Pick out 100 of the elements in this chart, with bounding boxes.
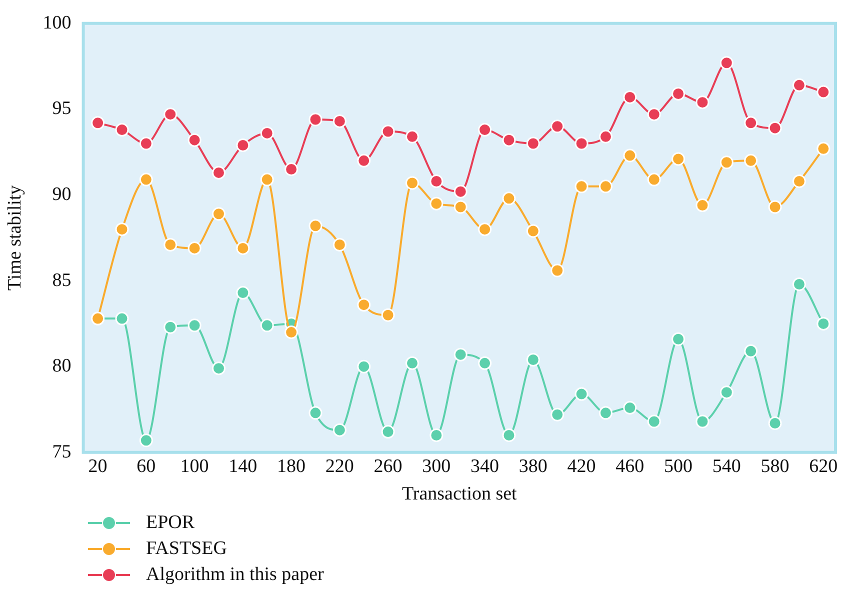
point — [816, 316, 830, 330]
point — [768, 121, 782, 135]
point — [284, 162, 298, 176]
y-tick-label: 100 — [42, 12, 72, 34]
x-tick-label: 460 — [616, 456, 644, 477]
x-tick-label: 220 — [325, 456, 354, 477]
point — [308, 219, 322, 233]
legend-label: EPOR — [146, 512, 195, 534]
point — [672, 152, 686, 166]
point — [502, 428, 516, 442]
point — [598, 406, 612, 420]
point — [574, 180, 588, 194]
point — [816, 142, 830, 156]
point — [115, 222, 129, 236]
point — [792, 277, 806, 291]
point — [720, 386, 734, 400]
legend-label: Algorithm in this paper — [146, 564, 324, 586]
point — [502, 133, 516, 147]
point — [308, 112, 322, 126]
y-tick-label: 85 — [52, 270, 72, 291]
point — [381, 425, 395, 439]
point — [139, 136, 153, 150]
x-tick-label: 100 — [180, 456, 209, 477]
x-tick-label: 540 — [712, 456, 741, 477]
point — [115, 123, 129, 137]
point — [623, 148, 637, 162]
point — [332, 238, 346, 252]
y-axis-title: Time stability — [4, 184, 26, 291]
point — [816, 85, 830, 99]
point — [91, 116, 105, 130]
point — [236, 286, 250, 300]
point — [672, 332, 686, 346]
point — [405, 130, 419, 144]
legend-label: FASTSEG — [146, 538, 227, 560]
point — [454, 200, 468, 214]
point — [526, 352, 540, 366]
x-tick-label: 340 — [470, 456, 500, 477]
point — [647, 414, 661, 428]
point — [550, 120, 564, 134]
x-tick-label: 580 — [760, 456, 790, 477]
point — [744, 116, 758, 130]
point — [357, 154, 371, 168]
point — [744, 344, 758, 358]
point — [647, 108, 661, 122]
point — [768, 200, 782, 214]
y-tick-label: 75 — [52, 441, 72, 462]
point — [623, 90, 637, 104]
point — [768, 416, 782, 430]
point — [792, 174, 806, 188]
point — [478, 123, 492, 137]
point — [550, 264, 564, 278]
point — [598, 130, 612, 144]
point — [188, 318, 202, 332]
point — [672, 87, 686, 101]
point — [284, 326, 298, 340]
point — [139, 172, 153, 186]
point — [260, 172, 274, 186]
point — [430, 428, 444, 442]
point — [526, 224, 540, 238]
x-tick-label: 620 — [809, 456, 838, 477]
point — [720, 156, 734, 170]
x-tick-label: 300 — [422, 456, 451, 477]
point — [502, 192, 516, 206]
y-tick-label: 80 — [52, 356, 72, 377]
point — [696, 414, 710, 428]
point — [332, 114, 346, 128]
x-tick-label: 500 — [664, 456, 693, 477]
point — [623, 401, 637, 415]
point — [550, 408, 564, 422]
point — [236, 138, 250, 152]
point — [139, 434, 153, 448]
point — [454, 184, 468, 198]
point — [164, 320, 178, 334]
point — [260, 126, 274, 140]
point — [308, 406, 322, 420]
point — [454, 348, 468, 362]
point — [164, 108, 178, 122]
point — [357, 298, 371, 312]
point — [647, 172, 661, 186]
point — [574, 387, 588, 401]
y-tick-label: 90 — [52, 184, 72, 205]
point — [720, 56, 734, 70]
point — [744, 154, 758, 168]
point — [188, 241, 202, 255]
x-tick-label: 380 — [518, 456, 548, 477]
x-tick-label: 260 — [374, 456, 402, 477]
x-tick-label: 60 — [136, 456, 156, 477]
point — [212, 207, 226, 221]
point — [478, 356, 492, 370]
point — [212, 166, 226, 180]
point — [405, 176, 419, 190]
point — [430, 174, 444, 188]
x-tick-label: 20 — [88, 456, 108, 477]
point — [236, 241, 250, 255]
point — [212, 362, 226, 376]
point — [381, 124, 395, 138]
point — [792, 78, 806, 92]
x-tick-label: 180 — [277, 456, 306, 477]
point — [696, 96, 710, 110]
point — [574, 136, 588, 150]
